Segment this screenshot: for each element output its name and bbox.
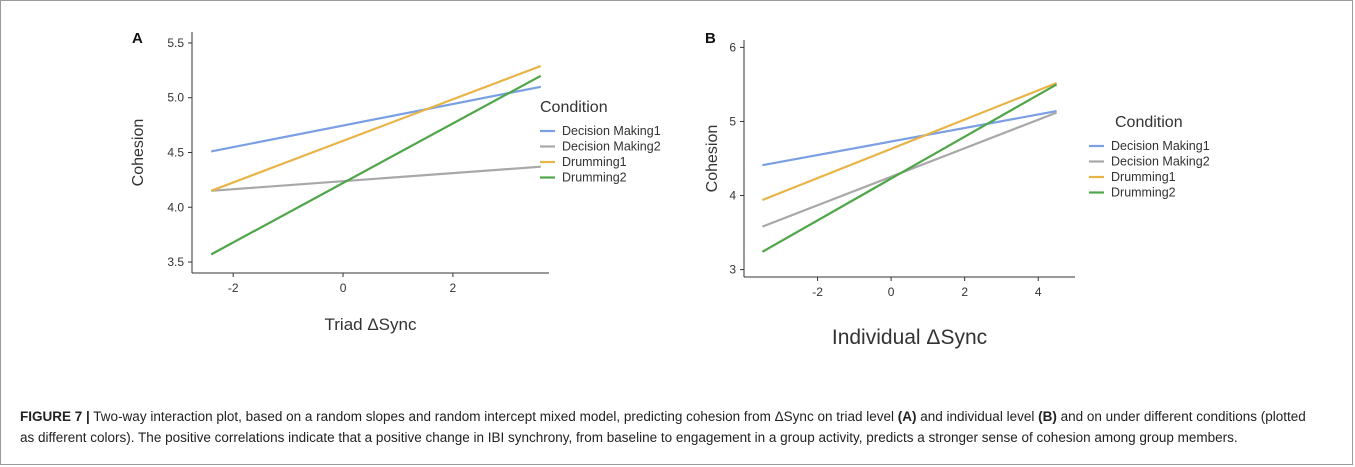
- panel-a-y-tick-label: 5.5: [167, 36, 184, 50]
- panel-b-x-tick-label: 4: [1035, 285, 1042, 299]
- panel-b-x-tick-label: -2: [812, 285, 823, 299]
- panel-a-y-tick-label: 4.0: [167, 200, 184, 214]
- panel-b-legend-entry: Drumming1: [1111, 170, 1176, 184]
- panel-b-series-line: [762, 110, 1057, 167]
- panel-a-x-tick-label: 2: [450, 281, 457, 295]
- panel-b-y-axis-label: Cohesion: [704, 125, 721, 193]
- panel-b-legend-entry: Drumming2: [1111, 186, 1176, 200]
- panel-b-y-tick-label: 5: [729, 114, 736, 128]
- panel-a-legend-entry: Decision Making2: [562, 140, 661, 154]
- panel-b-x-axis-label: Individual ΔSync: [832, 326, 987, 349]
- figure-7: 3.5 4.0 4.5 5.0 5.5 -2 0 2 Triad ΔSync Cohesion A C…: [130, 30, 1210, 349]
- panel-b-legend-entry: Decision Making1: [1111, 139, 1210, 153]
- panel-b-legend-title: Condition: [1115, 114, 1183, 131]
- panel-a-chart: 3.5 4.0 4.5 5.0 5.5 -2 0 2 Triad ΔSync Cohesion A C…: [130, 30, 661, 334]
- panel-a-x-axis-label: Triad ΔSync: [325, 315, 417, 334]
- panel-b-x-tick-label: 2: [961, 285, 968, 299]
- panel-a-series-line: [211, 165, 541, 192]
- caption-label: FIGURE 7 |: [20, 409, 90, 424]
- panel-a-y-tick-label: 4.5: [167, 146, 184, 160]
- panel-b-series-line: [761, 81, 1058, 202]
- panel-b-y-tick-label: 4: [729, 189, 736, 203]
- panel-b-label: B: [705, 30, 716, 47]
- panel-a-y-tick-label: 5.0: [167, 91, 184, 105]
- panel-b-y-tick-label: 6: [729, 40, 736, 54]
- panel-b-chart: 3 4 5 6 -2 0 2 4 Individual ΔSync Cohesion B Condit…: [704, 30, 1210, 349]
- caption-text-2: and individual level: [916, 409, 1039, 424]
- caption-ref-a: (A): [897, 409, 917, 424]
- panel-a-series-line: [210, 64, 542, 192]
- panel-b-legend-entry: Decision Making2: [1111, 155, 1210, 169]
- panel-a-y-tick-label: 3.5: [167, 255, 184, 269]
- panel-b-x-tick-label: 0: [888, 285, 895, 299]
- panel-a-series-line: [210, 85, 542, 153]
- panel-a-series-line: [210, 74, 542, 256]
- panel-a-legend-entry: Decision Making1: [562, 124, 661, 138]
- panel-b-series-line: [762, 111, 1057, 228]
- panel-b-y-tick-label: 3: [729, 263, 736, 277]
- panel-a-label: A: [132, 30, 143, 47]
- caption-text-1: Two-way interaction plot, based on a ran…: [89, 409, 898, 424]
- panel-a-x-tick-label: 0: [340, 281, 347, 295]
- caption-ref-b: (B): [1038, 409, 1057, 424]
- caption-text-3: and on under different conditions (plott…: [20, 409, 1306, 445]
- figure-caption: FIGURE 7 | Two-way interaction plot, bas…: [20, 406, 1320, 448]
- panel-a-x-tick-label: -2: [228, 281, 239, 295]
- panel-a-legend-title: Condition: [540, 99, 608, 116]
- panel-a-y-axis-label: Cohesion: [130, 119, 147, 187]
- panel-a-legend-entry: Drumming2: [562, 171, 627, 185]
- panel-b-series-line: [761, 83, 1058, 253]
- panel-a-legend-entry: Drumming1: [562, 155, 627, 169]
